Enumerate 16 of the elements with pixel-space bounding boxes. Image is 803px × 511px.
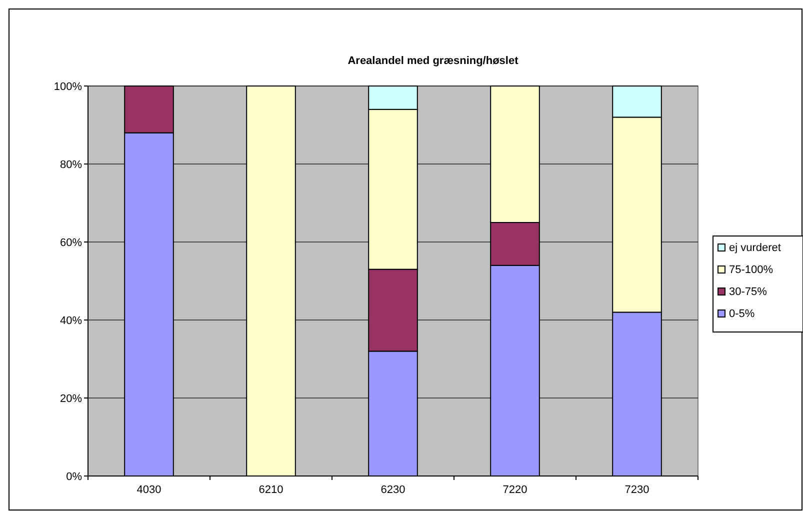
legend-label: 30-75% — [729, 286, 768, 298]
x-tick-label: 4030 — [136, 484, 162, 496]
legend-label: 75-100% — [729, 264, 774, 276]
y-tick-label: 40% — [60, 315, 82, 327]
legend-label: 0-5% — [729, 308, 755, 320]
y-tick-label: 60% — [60, 237, 82, 249]
y-tick-label: 100% — [54, 81, 82, 93]
y-tick-label: 0% — [66, 471, 82, 483]
x-tick-label: 7220 — [502, 484, 528, 496]
y-tick-label: 80% — [60, 159, 82, 171]
x-tick-label: 7230 — [624, 484, 650, 496]
x-tick-label: 6230 — [380, 484, 406, 496]
legend-label: ej vurderet — [729, 242, 781, 254]
chart-title: Arealandel med græsning/høslet — [348, 55, 519, 67]
x-tick-label: 6210 — [258, 484, 284, 496]
y-tick-label: 20% — [60, 393, 82, 405]
